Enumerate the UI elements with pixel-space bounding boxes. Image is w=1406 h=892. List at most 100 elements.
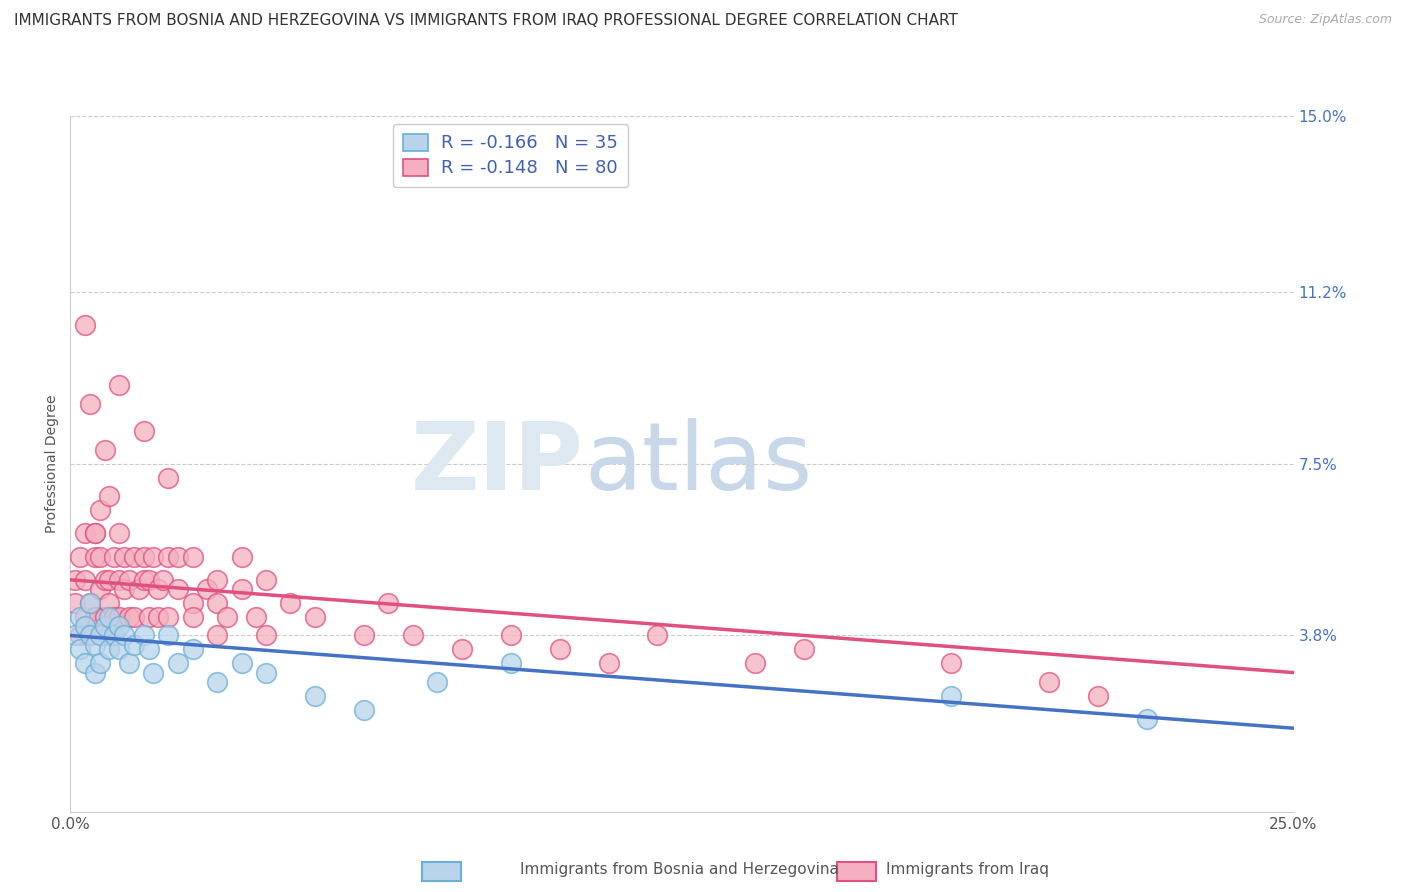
Point: [148, 610, 170, 624]
Point: [138, 573, 160, 587]
Point: [280, 596, 302, 610]
Text: atlas: atlas: [583, 417, 813, 510]
Point: [79, 396, 101, 410]
Point: [63, 596, 86, 610]
Point: [304, 610, 326, 624]
Point: [118, 610, 141, 624]
Point: [83, 638, 105, 652]
Point: [93, 610, 115, 624]
Point: [73, 610, 96, 624]
Point: [89, 503, 111, 517]
Point: [103, 610, 125, 624]
Point: [254, 665, 277, 680]
Point: [132, 425, 155, 439]
Point: [353, 703, 375, 717]
Point: [69, 628, 91, 642]
Point: [647, 628, 669, 642]
Point: [744, 657, 766, 671]
Point: [112, 582, 135, 596]
Point: [148, 582, 170, 596]
Point: [69, 610, 91, 624]
Y-axis label: Professional Degree: Professional Degree: [45, 394, 59, 533]
Point: [181, 642, 204, 657]
Point: [254, 628, 277, 642]
Text: Immigrants from Bosnia and Herzegovina: Immigrants from Bosnia and Herzegovina: [520, 863, 839, 877]
Point: [353, 628, 375, 642]
Point: [98, 628, 121, 642]
Point: [79, 596, 101, 610]
Point: [132, 573, 155, 587]
Point: [142, 549, 165, 564]
Point: [108, 642, 131, 657]
Point: [254, 573, 277, 587]
Point: [157, 610, 180, 624]
Point: [93, 442, 115, 457]
Point: [69, 549, 91, 564]
Point: [793, 642, 815, 657]
Text: Immigrants from Iraq: Immigrants from Iraq: [886, 863, 1049, 877]
Point: [108, 378, 131, 392]
Point: [112, 549, 135, 564]
Point: [98, 610, 121, 624]
Point: [245, 610, 267, 624]
Point: [215, 610, 238, 624]
Point: [93, 619, 115, 633]
Point: [73, 619, 96, 633]
Point: [73, 318, 96, 332]
Legend: R = -0.166   N = 35, R = -0.148   N = 80: R = -0.166 N = 35, R = -0.148 N = 80: [394, 124, 628, 187]
Point: [152, 573, 174, 587]
Point: [402, 628, 425, 642]
Point: [128, 582, 150, 596]
Point: [69, 642, 91, 657]
Point: [499, 657, 522, 671]
Text: ZIP: ZIP: [411, 417, 583, 510]
Point: [157, 549, 180, 564]
Point: [118, 573, 141, 587]
Point: [1038, 674, 1060, 689]
Point: [83, 526, 105, 541]
Point: [98, 596, 121, 610]
Point: [1136, 712, 1159, 726]
Point: [138, 642, 160, 657]
Point: [181, 549, 204, 564]
Point: [83, 665, 105, 680]
Point: [83, 549, 105, 564]
Point: [157, 628, 180, 642]
Point: [138, 610, 160, 624]
Point: [93, 573, 115, 587]
Point: [108, 610, 131, 624]
Point: [499, 628, 522, 642]
Point: [108, 526, 131, 541]
Text: Source: ZipAtlas.com: Source: ZipAtlas.com: [1258, 13, 1392, 27]
Point: [939, 689, 962, 703]
Point: [205, 596, 228, 610]
Point: [103, 549, 125, 564]
Point: [112, 628, 135, 642]
Point: [83, 610, 105, 624]
Point: [108, 573, 131, 587]
Point: [167, 582, 190, 596]
Point: [231, 582, 253, 596]
Point: [73, 657, 96, 671]
Point: [103, 628, 125, 642]
Point: [205, 628, 228, 642]
Point: [195, 582, 218, 596]
Point: [89, 549, 111, 564]
Point: [108, 619, 131, 633]
Point: [89, 657, 111, 671]
Point: [167, 657, 190, 671]
Point: [181, 610, 204, 624]
Point: [79, 596, 101, 610]
Point: [205, 573, 228, 587]
Point: [122, 610, 145, 624]
Point: [73, 573, 96, 587]
Point: [89, 628, 111, 642]
Point: [167, 549, 190, 564]
Point: [98, 642, 121, 657]
Point: [98, 573, 121, 587]
Point: [132, 549, 155, 564]
Point: [83, 526, 105, 541]
Point: [73, 526, 96, 541]
Text: IMMIGRANTS FROM BOSNIA AND HERZEGOVINA VS IMMIGRANTS FROM IRAQ PROFESSIONAL DEGR: IMMIGRANTS FROM BOSNIA AND HERZEGOVINA V…: [14, 13, 957, 29]
Point: [98, 489, 121, 503]
